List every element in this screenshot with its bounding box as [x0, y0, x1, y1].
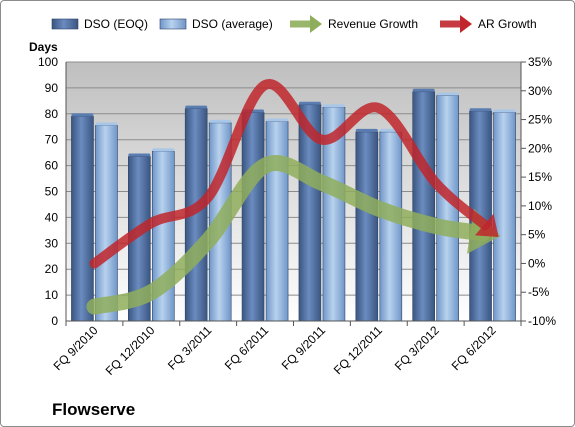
x-tick-label: FQ 6/2011: [222, 323, 272, 373]
bar-cap: [493, 109, 516, 113]
bar-dso-average: [265, 121, 289, 322]
bar-dso-average: [493, 112, 516, 322]
bar-cap: [298, 101, 321, 105]
y-left-tick-label: 80: [45, 107, 59, 121]
bar-dso-eoq: [412, 91, 435, 322]
bar-dso-eoq: [355, 131, 379, 322]
bar-cap: [185, 105, 208, 109]
x-tick-label: FQ 12/2010: [103, 323, 158, 378]
y-left-tick-label: 50: [45, 185, 59, 199]
x-tick-label: FQ 3/2012: [392, 323, 442, 373]
ar-growth-arrowhead: [474, 213, 499, 238]
bar-cap: [266, 118, 289, 122]
y-right-tick-label: 35%: [528, 55, 552, 69]
y-left-tick-label: 90: [45, 81, 59, 95]
x-tick-label: FQ 3/2011: [165, 323, 215, 373]
x-tick-label: FQ 9/2010: [51, 323, 101, 373]
legend-swatch-dso-average: [159, 18, 187, 30]
legend-label: Revenue Growth: [328, 17, 418, 31]
bar-cap: [95, 122, 118, 126]
ar-growth-line: [89, 79, 490, 269]
bar-dso-average: [379, 131, 403, 322]
revenue-growth-line: [86, 155, 491, 315]
bar-cap: [152, 148, 175, 152]
y-right-tick-label: -5%: [528, 285, 550, 299]
y-left-tick-label: 60: [45, 159, 59, 173]
y-right-tick-label: 0%: [528, 256, 546, 270]
y-left-tick-label: 30: [45, 236, 59, 250]
left-axis-title: Days: [29, 40, 58, 54]
bar-cap: [71, 113, 94, 117]
legend-label: AR Growth: [478, 17, 537, 31]
y-left-tick-label: 40: [45, 210, 59, 224]
company-name: Flowserve: [52, 400, 135, 419]
y-right-tick-label: 5%: [528, 228, 546, 242]
legend-label: DSO (average): [192, 17, 273, 31]
bar-dso-eoq: [241, 112, 265, 322]
legend-label: DSO (EOQ): [84, 17, 148, 31]
bar-cap: [436, 92, 459, 96]
bar-cap: [209, 119, 232, 123]
bar-cap: [469, 108, 492, 112]
bar-dso-average: [436, 95, 459, 322]
y-left-tick-label: 70: [45, 133, 59, 147]
bar-dso-average: [95, 125, 118, 322]
y-left-tick-label: 10: [45, 288, 59, 302]
bar-cap: [128, 153, 151, 157]
y-left-tick-label: 100: [38, 55, 58, 69]
trend-lines: [86, 79, 501, 315]
legend-arrow-ar-growth: [460, 15, 472, 33]
y-right-tick-label: 10%: [528, 199, 552, 213]
legend: DSO (EOQ) DSO (average) Revenue Growth AR G…: [51, 15, 537, 33]
bar-cap: [355, 128, 378, 132]
y-right-tick-label: 30%: [528, 84, 552, 98]
bar-cap: [412, 88, 435, 92]
bar-cap: [322, 104, 345, 108]
x-tick-label: FQ 12/2011: [331, 323, 385, 377]
y-left-tick-label: 0: [51, 314, 58, 328]
y-right-tick-label: 15%: [528, 170, 552, 184]
legend-swatch-dso-eoq: [51, 18, 79, 30]
legend-arrow-revenue-growth: [310, 15, 322, 33]
y-left-tick-label: 20: [45, 262, 59, 276]
bar-dso-eoq: [71, 116, 94, 322]
y-right-tick-label: 25%: [528, 113, 552, 127]
y-right-tick-label: 20%: [528, 141, 552, 155]
x-tick-label: FQ 6/2012: [449, 323, 499, 373]
bars: [71, 88, 516, 322]
x-tick-label: FQ 9/2011: [279, 323, 329, 373]
y-right-tick-label: -10%: [528, 314, 556, 328]
